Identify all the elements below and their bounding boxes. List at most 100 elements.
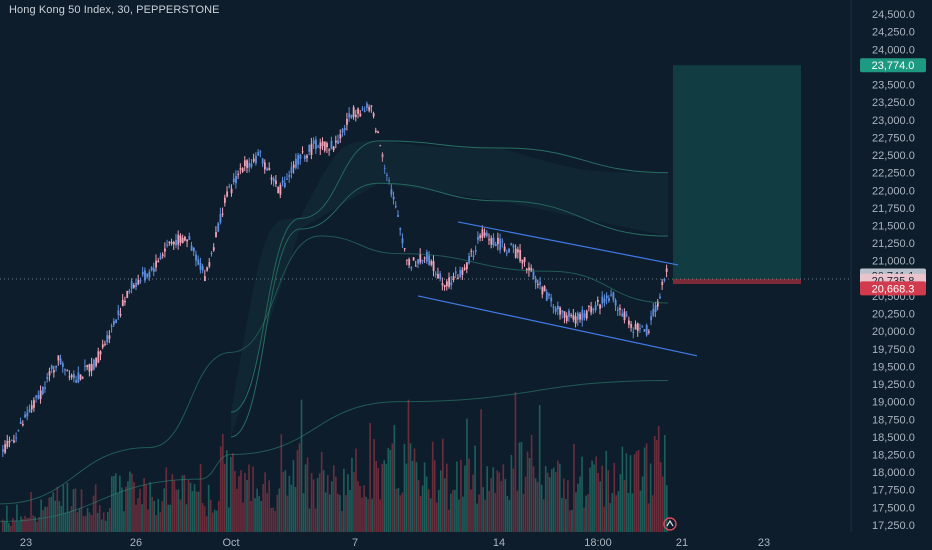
candle-body	[326, 143, 328, 148]
y-tick-label: 20,000.0	[872, 326, 915, 338]
candle-body	[248, 162, 251, 168]
candle-body	[437, 274, 439, 279]
candle-body	[26, 412, 29, 417]
volume-bar	[195, 491, 198, 532]
candle-body	[77, 372, 80, 383]
candle-body	[477, 236, 479, 240]
candle-body	[508, 248, 510, 253]
volume-bar	[593, 464, 595, 532]
candle-body	[414, 265, 417, 267]
volume-bar	[123, 511, 125, 532]
volume-bar	[284, 470, 287, 532]
volume-bar	[226, 450, 228, 532]
y-tick-label: 21,250.0	[872, 238, 915, 250]
volume-bar	[490, 478, 493, 532]
volume-bar	[185, 504, 188, 532]
volume-bar	[10, 525, 12, 532]
volume-bar	[24, 515, 26, 532]
candle-body	[608, 298, 610, 301]
x-tick-label: 21	[676, 537, 688, 549]
volume-bar	[262, 483, 264, 532]
candle-body	[19, 421, 22, 425]
candle-body	[79, 374, 82, 380]
volume-bar	[476, 503, 478, 532]
candle-body	[488, 239, 490, 241]
candle-body	[408, 258, 411, 266]
candle-body	[124, 300, 126, 303]
candle-body	[361, 108, 364, 110]
volume-bar	[14, 520, 16, 532]
candle-body	[8, 440, 11, 443]
volume-bar	[54, 500, 57, 532]
volume-bar	[141, 504, 143, 532]
volume-bar	[175, 489, 178, 532]
volume-bar	[171, 474, 174, 532]
volume-bar	[589, 467, 591, 532]
volume-bar	[569, 510, 571, 532]
volume-bar	[540, 484, 543, 532]
volume-bar	[312, 479, 315, 532]
volume-bar	[48, 497, 51, 532]
volume-bar	[135, 504, 137, 532]
volume-bar	[248, 464, 250, 532]
candle-body	[357, 108, 360, 114]
candle-body	[594, 305, 597, 311]
candle-body	[150, 267, 153, 271]
candle-body	[461, 269, 464, 275]
volume-bar	[641, 476, 644, 532]
volume-bar	[76, 512, 79, 532]
volume-bar	[413, 448, 416, 532]
volume-bar	[375, 460, 377, 532]
volume-bar	[217, 501, 220, 532]
volume-bar	[298, 443, 301, 532]
volume-bar	[482, 487, 484, 532]
y-tick-label: 24,000.0	[872, 44, 915, 56]
candle-body	[219, 213, 222, 223]
volume-bar	[470, 489, 472, 532]
volume-bar	[433, 460, 436, 532]
volume-bar	[165, 467, 168, 532]
candle-body	[479, 235, 482, 238]
volume-bar	[278, 488, 281, 532]
volume-bar	[66, 482, 69, 532]
volume-bar	[272, 507, 275, 532]
volume-bar	[96, 512, 99, 532]
candle-body	[348, 113, 351, 118]
volume-bar	[50, 496, 53, 532]
candle-body	[204, 276, 206, 281]
candle-body	[168, 241, 171, 244]
volume-bar	[615, 495, 618, 532]
volume-bar	[294, 486, 297, 532]
candle-body	[21, 423, 24, 426]
candle-body	[512, 245, 515, 248]
candle-body	[514, 248, 517, 258]
volume-bar	[149, 482, 151, 532]
candle-body	[224, 197, 226, 203]
volume-bar	[484, 499, 486, 532]
y-tick-label: 19,250.0	[872, 379, 915, 391]
volume-bar	[205, 516, 208, 532]
candle-body	[101, 344, 104, 348]
y-tick-label: 22,500.0	[872, 150, 915, 162]
volume-bar	[460, 459, 462, 532]
volume-bar	[631, 493, 634, 532]
volume-bar	[244, 472, 246, 532]
candle-body	[616, 309, 619, 311]
volume-bar	[367, 499, 369, 532]
candle-body	[126, 291, 129, 298]
candle-body	[312, 140, 315, 144]
y-tick-label: 17,500.0	[872, 502, 915, 514]
volume-bar	[567, 480, 569, 532]
target-zone	[673, 65, 801, 279]
volume-bar	[254, 498, 256, 532]
candle-body	[372, 113, 375, 117]
volume-bar	[389, 450, 392, 532]
candle-body	[463, 267, 466, 270]
volume-bar	[649, 463, 652, 532]
candle-body	[106, 335, 109, 343]
candle-body	[503, 246, 506, 251]
candle-body	[75, 380, 78, 383]
volume-bar	[651, 495, 654, 532]
volume-bar	[332, 465, 335, 532]
